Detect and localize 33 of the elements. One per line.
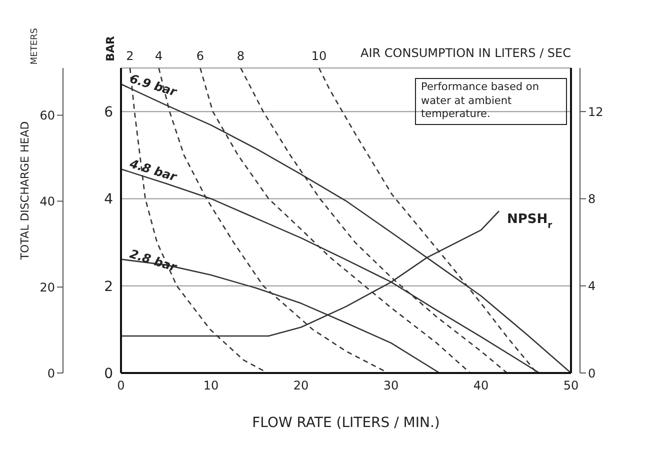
series-label: 2	[126, 49, 134, 63]
text: BAR	[104, 36, 117, 62]
series-label: 4	[154, 49, 163, 63]
text: AIR CONSUMPTION IN LITERS / SEC	[360, 46, 571, 60]
y3-tick-label: 0	[47, 366, 55, 380]
x-tick-label: 20	[293, 378, 309, 393]
x-axis-title: FLOW RATE (LITERS / MIN.)	[252, 415, 440, 431]
x-tick-label: 0	[117, 378, 125, 393]
y2-tick-label: 12	[588, 104, 604, 119]
y2-tick-label: 0	[588, 366, 596, 380]
series-label: 10	[311, 49, 327, 63]
y-tick-label: 4	[104, 192, 114, 208]
series-label: 6	[196, 49, 204, 63]
x-tick-label: 10	[203, 378, 219, 393]
y-tick-label: 2	[104, 278, 113, 295]
y3-tick-label: 60	[40, 108, 55, 123]
y-axis-title: TOTAL DISCHARGE HEAD	[18, 120, 32, 262]
x-tick-label: 40	[473, 378, 489, 393]
y2-tick-label: 4	[588, 279, 596, 294]
text: 6.9 bar	[128, 72, 180, 100]
text: 4.8 bar	[127, 156, 180, 184]
y3-tick-label: 20	[40, 280, 55, 294]
text: METERS	[30, 28, 40, 65]
y3-tick-label: 40	[40, 194, 55, 208]
y-tick-label: 0	[104, 366, 113, 382]
y-tick-label: 6	[104, 104, 114, 121]
series-label: 8	[236, 49, 245, 63]
text: 2.8 bar	[128, 246, 180, 275]
y2-tick-label: 8	[588, 192, 596, 206]
series-label: NPSH$_{r}$	[507, 212, 553, 232]
x-tick-label: 30	[383, 378, 399, 393]
annotation: Performance based on water at ambient temperature.	[415, 78, 567, 125]
x-tick-label: 50	[563, 378, 579, 393]
